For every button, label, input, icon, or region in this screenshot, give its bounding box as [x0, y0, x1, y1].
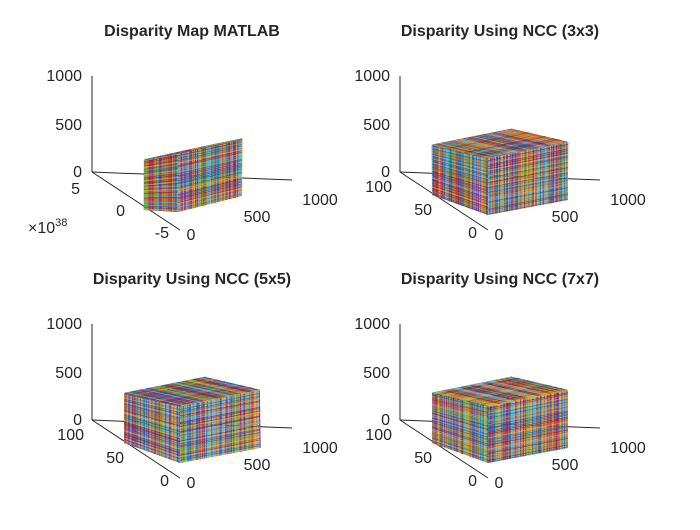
subplot-3-y-tick-0: 0	[160, 473, 169, 490]
data-stroke	[435, 146, 436, 197]
subplot-1-z-tick-0: 0	[73, 164, 82, 181]
subplot-4-x-tick-0: 0	[495, 475, 504, 492]
subplot-2-x-tick-500: 500	[552, 209, 579, 226]
subplot-3: Disparity Using NCC (5x5) 1000 500 0 100…	[46, 271, 337, 492]
subplot-2-x-tick-1000: 1000	[610, 192, 646, 209]
subplot-4-title: Disparity Using NCC (7x7)	[401, 271, 599, 288]
subplot-3-x-tick-0: 0	[187, 475, 196, 492]
subplot-1-z-tick-500: 500	[55, 117, 82, 134]
data-stroke	[432, 145, 433, 195]
subplot-4-data	[432, 377, 568, 463]
subplot-4-x-tick-500: 500	[552, 457, 579, 474]
subplot-1: Disparity Map MATLAB 1000 500 0 5 0 -5 ×…	[28, 23, 338, 244]
subplot-2-y-tick-50: 50	[414, 202, 432, 219]
subplot-4-z-tick-500: 500	[363, 365, 390, 382]
subplot-1-x-tick-500: 500	[244, 209, 271, 226]
subplot-1-y-tick-0: 0	[116, 203, 125, 220]
subplot-3-y-tick-50: 50	[106, 450, 124, 467]
data-stroke	[238, 140, 239, 197]
subplot-2-z-tick-1000: 1000	[354, 68, 390, 85]
subplot-2-title: Disparity Using NCC (3x3)	[401, 23, 599, 40]
subplot-4-y-tick-100: 100	[365, 427, 392, 444]
subplot-4-z-tick-1000: 1000	[354, 316, 390, 333]
subplot-2-z-tick-500: 500	[363, 117, 390, 134]
subplot-1-data	[144, 139, 242, 212]
subplot-1-y-exponent: ×1038	[28, 217, 67, 237]
subplot-4-x-tick-1000: 1000	[610, 440, 646, 457]
subplot-4: Disparity Using NCC (7x7) 1000 500 0 100…	[354, 271, 645, 492]
subplot-1-x-tick-0: 0	[187, 227, 196, 244]
subplot-1-y-tick-neg5: -5	[155, 225, 169, 242]
subplot-1-z-tick-1000: 1000	[46, 68, 82, 85]
subplot-2-data	[432, 129, 568, 215]
subplot-3-x-tick-1000: 1000	[302, 440, 338, 457]
subplot-2: Disparity Using NCC (3x3) 1000 500 0 100…	[354, 23, 645, 244]
subplot-4-y-tick-0: 0	[468, 473, 477, 490]
subplot-3-data	[124, 377, 260, 463]
subplot-3-title: Disparity Using NCC (5x5)	[93, 271, 291, 288]
subplot-4-y-tick-50: 50	[414, 450, 432, 467]
subplot-1-title: Disparity Map MATLAB	[104, 23, 280, 40]
subplot-1-x-tick-1000: 1000	[302, 192, 338, 209]
subplot-3-y-tick-100: 100	[57, 427, 84, 444]
subplot-2-y-tick-0: 0	[468, 225, 477, 242]
data-stroke	[242, 139, 243, 196]
subplot-3-z-tick-1000: 1000	[46, 316, 82, 333]
subplot-2-y-tick-100: 100	[365, 179, 392, 196]
data-stroke	[441, 147, 442, 198]
subplot-2-x-tick-0: 0	[495, 227, 504, 244]
subplot-3-x-tick-500: 500	[244, 457, 271, 474]
subplot-1-y-tick-5: 5	[71, 181, 80, 198]
subplot-3-z-tick-500: 500	[55, 365, 82, 382]
